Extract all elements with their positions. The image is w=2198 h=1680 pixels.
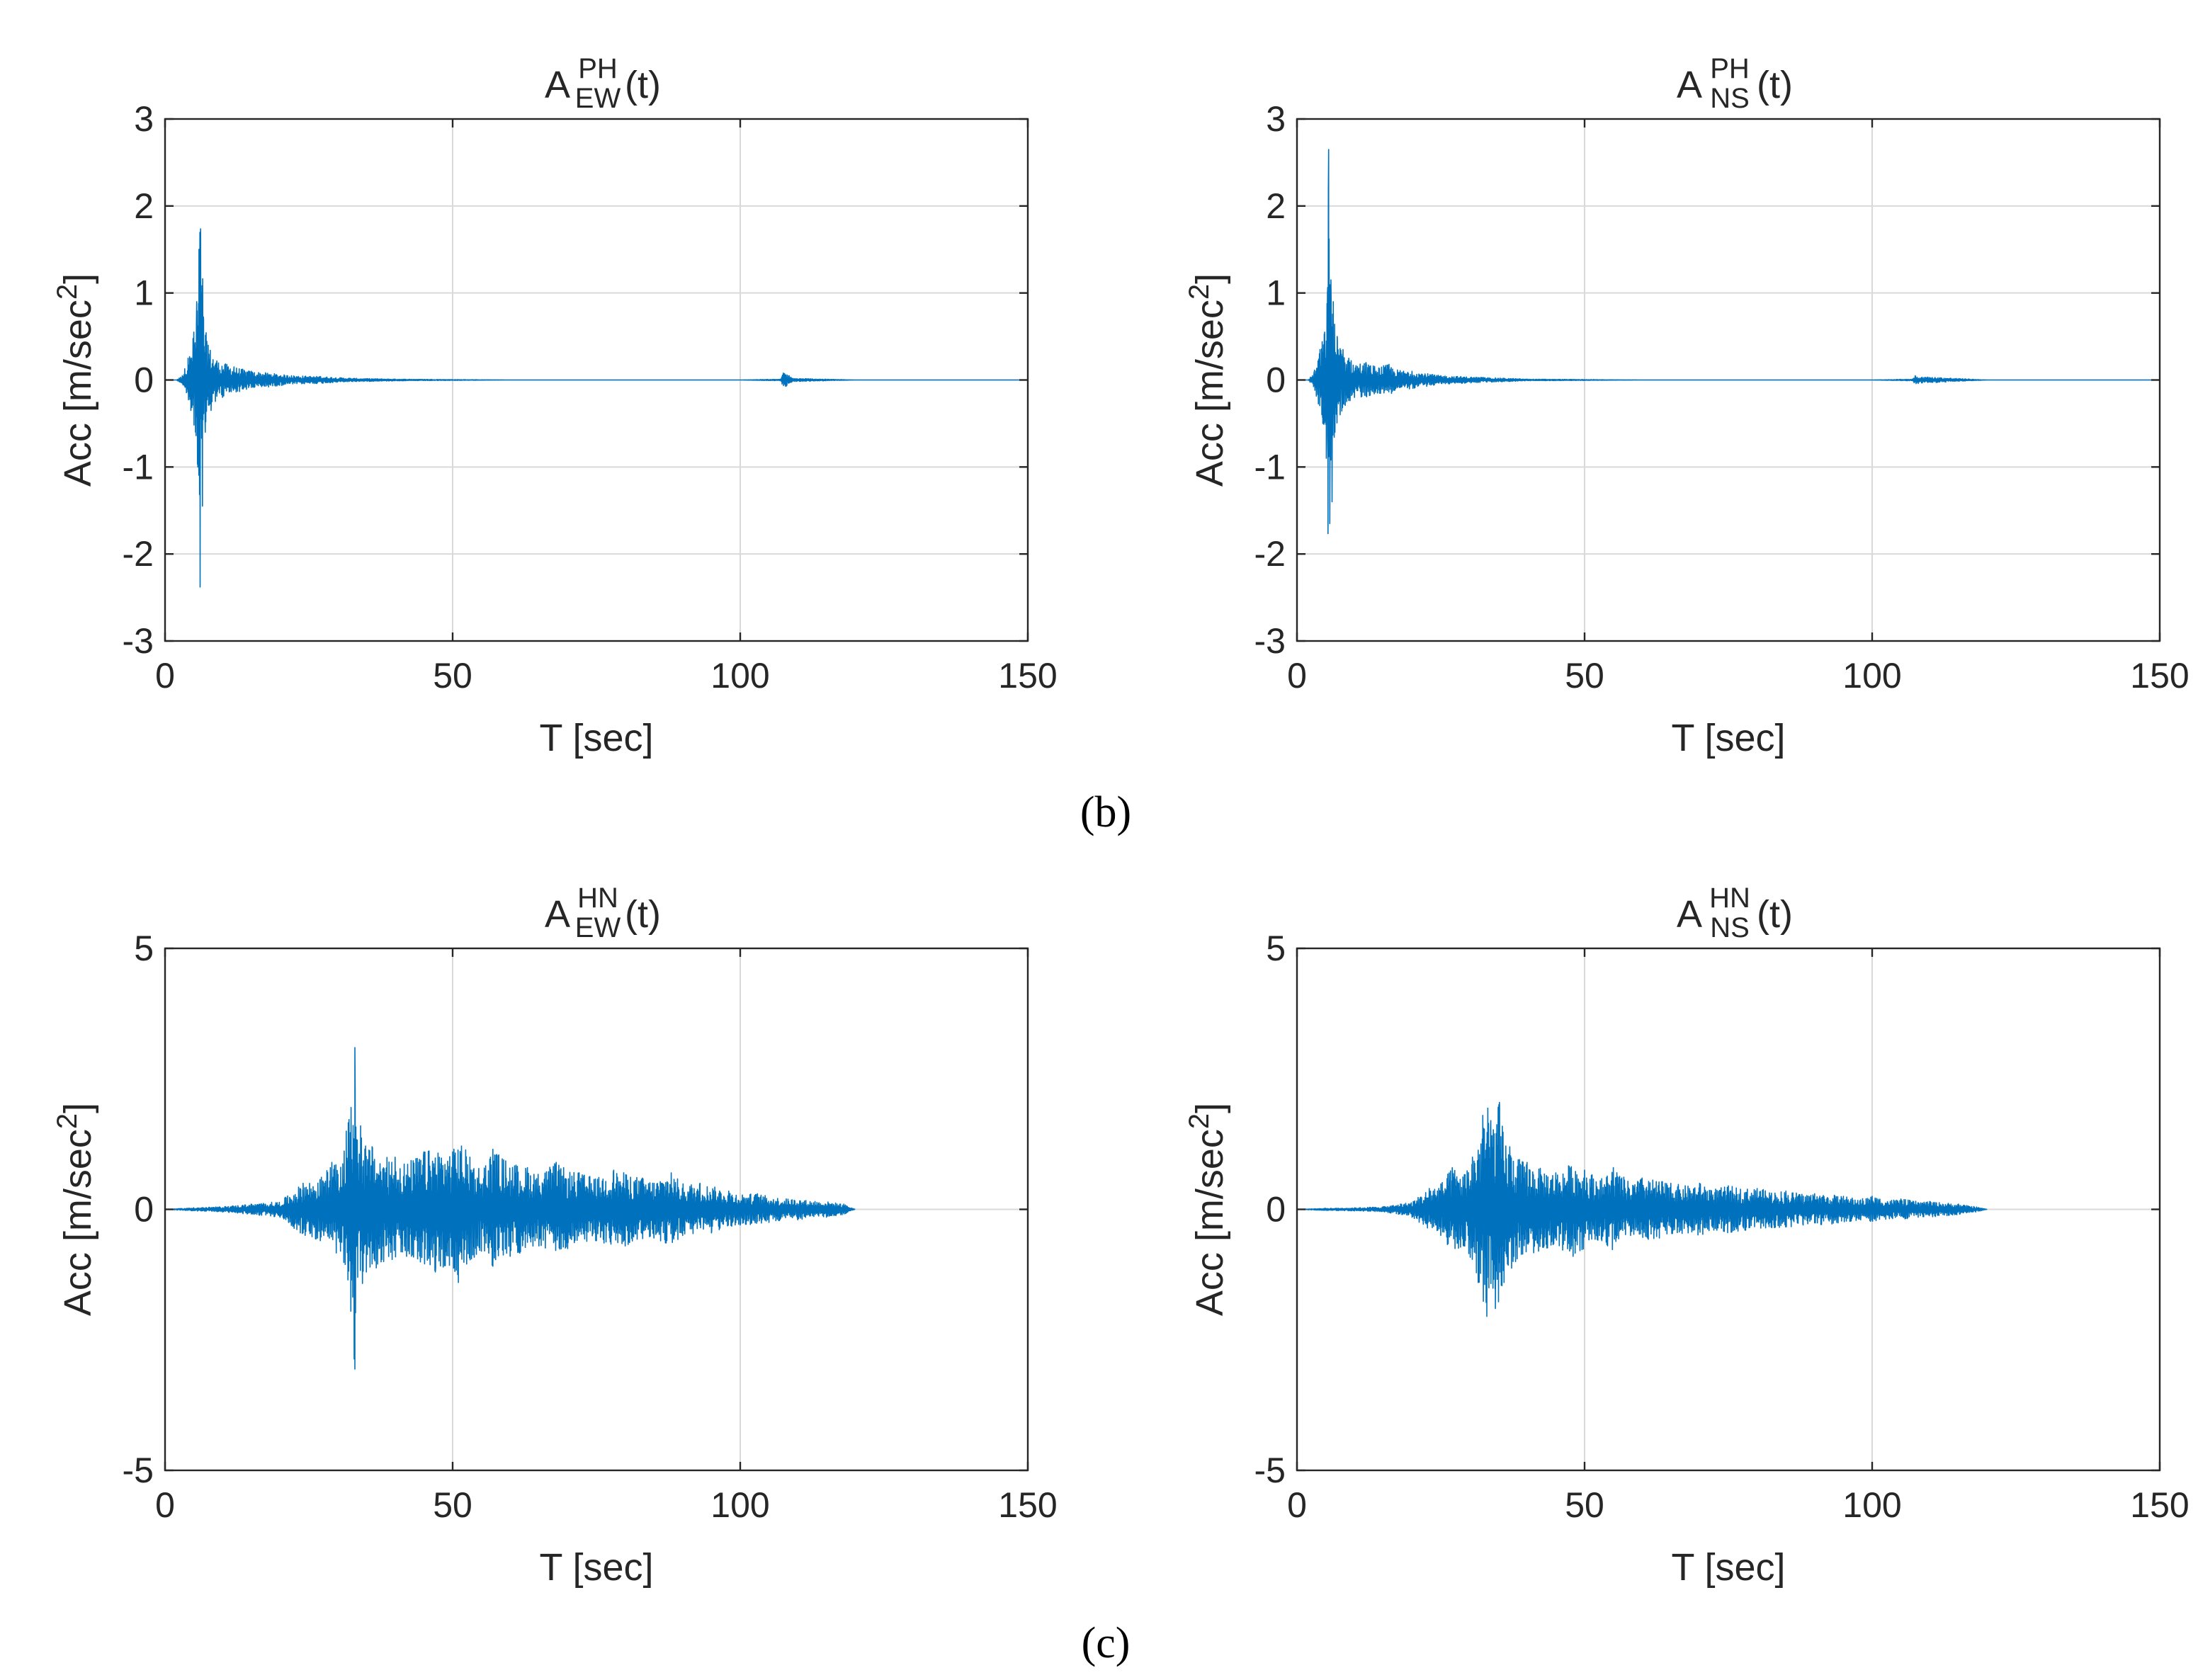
x-tick-label: 100	[710, 656, 769, 696]
y-tick-label: -3	[123, 621, 154, 661]
y-tick-label: 5	[1266, 929, 1286, 968]
y-tick-label: 0	[1266, 361, 1286, 400]
subplot-title-subscript: EW	[575, 912, 621, 943]
y-tick-label: -2	[1254, 534, 1286, 574]
y-tick-label: -2	[123, 534, 154, 574]
y-tick-label: 0	[1266, 1190, 1286, 1230]
y-axis-label: Acc [m/sec2]	[1184, 1103, 1231, 1316]
x-tick-label: 100	[1842, 1485, 1901, 1525]
subplot-2: 0 50 100 150 -3 -2 -1 0 1 2 3 T [sec] Acc [m/sec2] A P…	[1184, 53, 2189, 759]
subplot-title-superscript: PH	[1710, 53, 1750, 84]
subplot-title-superscript: HN	[577, 882, 618, 914]
subplot-title-superscript: HN	[1709, 882, 1750, 914]
y-tick-label: -5	[1254, 1451, 1286, 1490]
y-tick-label: 1	[134, 273, 154, 313]
subplot-title-subscript: NS	[1710, 83, 1750, 114]
x-tick-label: 100	[710, 1485, 769, 1525]
subplot-1: 0 50 100 150 -3 -2 -1 0 1 2 3 T [sec] Acc [m/sec2] A P…	[52, 53, 1058, 759]
y-tick-label: 3	[1266, 99, 1286, 139]
x-tick-label: 50	[433, 1485, 472, 1525]
caption-b: (b)	[1080, 788, 1131, 836]
x-tick-label: 0	[155, 656, 175, 696]
y-tick-label: 1	[1266, 273, 1286, 313]
y-tick-label: -1	[123, 447, 154, 487]
x-tick-label: 0	[155, 1485, 175, 1525]
x-axis-label: T [sec]	[539, 1546, 653, 1589]
y-axis-label: Acc [m/sec2]	[52, 273, 99, 487]
y-tick-label: 2	[134, 186, 154, 226]
x-tick-label: 150	[998, 656, 1057, 696]
subplot-title: A	[545, 893, 570, 936]
subplot-title-suffix: (t)	[1757, 64, 1793, 106]
y-tick-label: 2	[1266, 186, 1286, 226]
x-tick-label: 50	[433, 656, 472, 696]
x-axis-label: T [sec]	[1671, 717, 1785, 759]
x-tick-label: 50	[1565, 1485, 1604, 1525]
x-tick-label: 150	[2130, 1485, 2189, 1525]
subplot-title-subscript: EW	[575, 83, 621, 114]
signal-trace	[164, 228, 1029, 588]
y-tick-label: 3	[134, 99, 154, 139]
signal-trace	[1296, 149, 2160, 535]
caption-c: (c)	[1082, 1619, 1131, 1667]
subplot-title-subscript: NS	[1710, 912, 1750, 943]
subplot-title: A	[1677, 893, 1702, 936]
y-tick-label: 0	[134, 361, 154, 400]
x-tick-label: 150	[998, 1485, 1057, 1525]
x-tick-label: 0	[1287, 1485, 1307, 1525]
y-tick-label: -3	[1254, 621, 1286, 661]
x-tick-label: 0	[1287, 656, 1307, 696]
x-tick-label: 150	[2130, 656, 2189, 696]
x-tick-label: 100	[1842, 656, 1901, 696]
y-tick-label: 0	[134, 1190, 154, 1230]
subplot-title: A	[545, 64, 570, 106]
y-tick-label: -5	[123, 1451, 154, 1490]
y-tick-label: -1	[1254, 447, 1286, 487]
subplot-title-superscript: PH	[578, 53, 618, 84]
y-axis-label: Acc [m/sec2]	[52, 1103, 99, 1316]
x-tick-label: 50	[1565, 656, 1604, 696]
subplot-title: A	[1677, 64, 1702, 106]
signal-trace	[1296, 1101, 1988, 1317]
subplot-title-suffix: (t)	[625, 64, 661, 106]
y-tick-label: 5	[134, 929, 154, 968]
signal-trace	[164, 1047, 856, 1370]
subplot-title-suffix: (t)	[625, 893, 661, 936]
x-axis-label: T [sec]	[1671, 1546, 1785, 1589]
x-axis-label: T [sec]	[539, 717, 653, 759]
subplot-title-suffix: (t)	[1757, 893, 1793, 936]
y-axis-label: Acc [m/sec2]	[1184, 273, 1231, 487]
